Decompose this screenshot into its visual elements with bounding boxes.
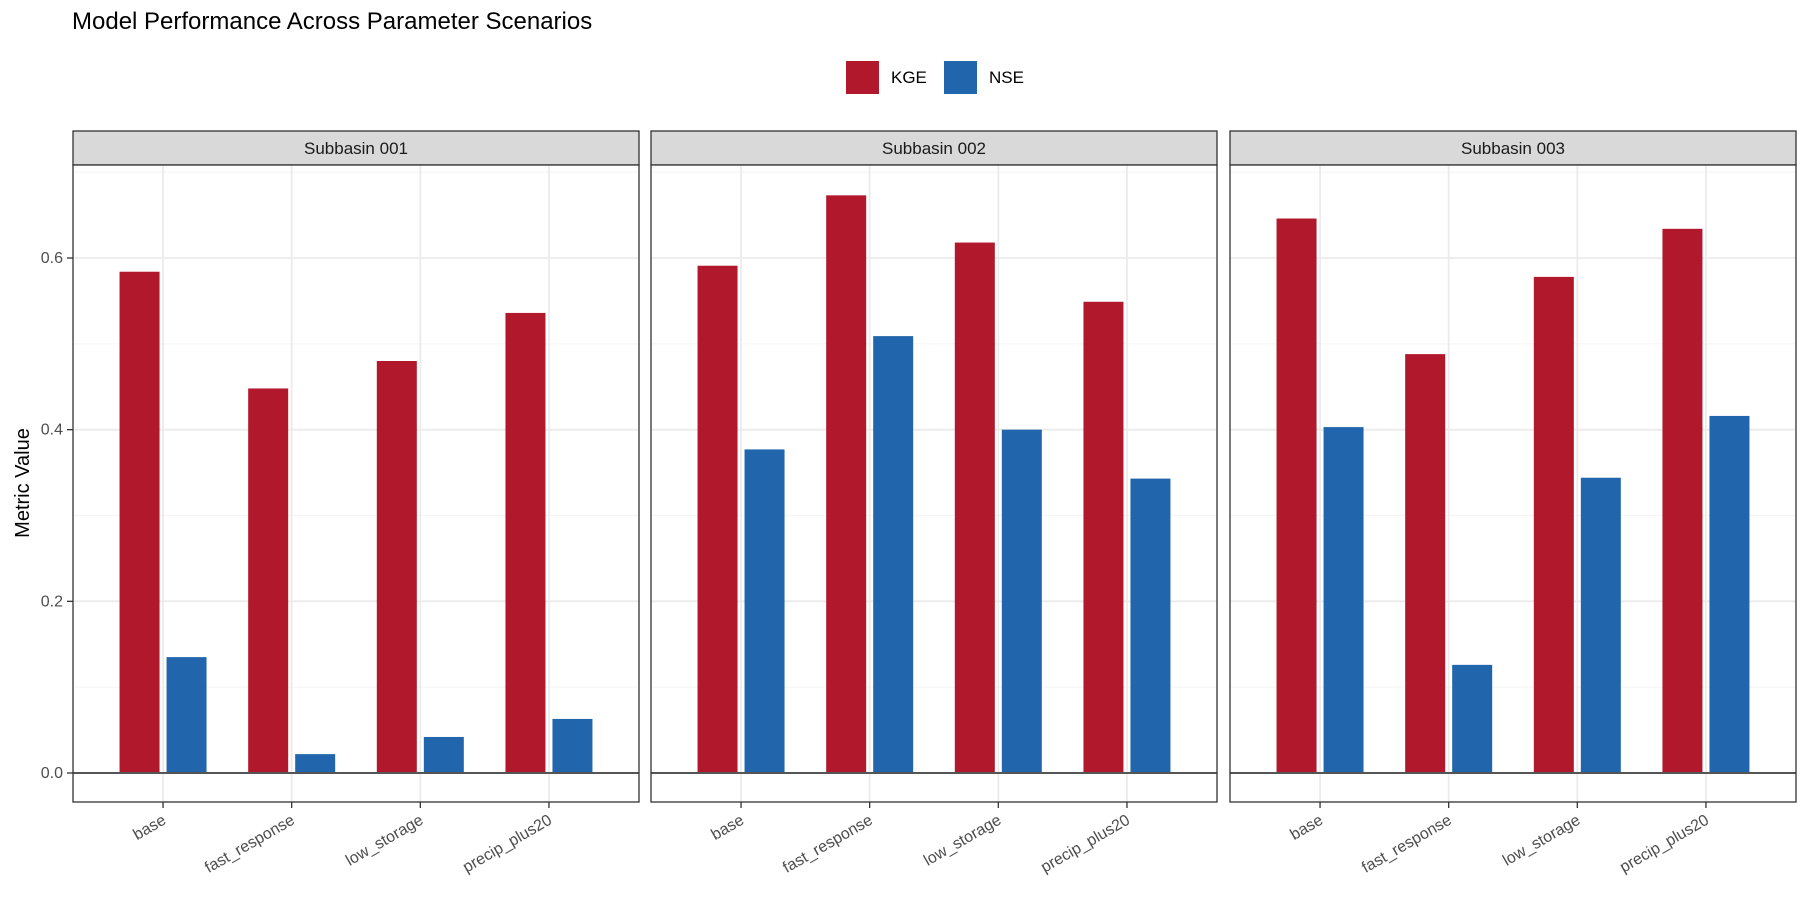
facet-strip	[650, 130, 1218, 166]
x-tick-label-precip-plus20: precip_plus20	[460, 812, 555, 877]
facet-strip-label: Subbasin 001	[304, 139, 408, 158]
bar-kge-precip-plus20	[505, 312, 546, 773]
bar-nse-fast-response	[295, 754, 336, 773]
panel-subbasin-002: Subbasin 002 base fast_response low_storage…	[650, 130, 1218, 877]
x-tick-label-low-storage: low_storage	[1500, 812, 1583, 870]
chart-title: Model Performance Across Parameter Scena…	[72, 8, 592, 35]
bar-kge-fast-response	[826, 195, 867, 773]
panel-subbasin-003: Subbasin 003 base fast_response low_storage…	[1229, 130, 1797, 877]
x-tick-label-precip-plus20: precip_plus20	[1617, 812, 1712, 877]
panel-border	[650, 164, 1218, 803]
y-tick-label: 0.2	[41, 593, 63, 610]
legend: KGE NSE	[846, 61, 1024, 94]
panel-border	[72, 164, 640, 803]
bar-kge-base	[697, 265, 738, 773]
bar-nse-low-storage	[1580, 477, 1621, 773]
legend-label-nse: NSE	[989, 68, 1024, 87]
y-tick-label: 0.6	[41, 250, 63, 267]
bar-nse-base	[166, 657, 207, 773]
legend-item-kge: KGE	[846, 61, 927, 94]
bar-kge-precip-plus20	[1662, 228, 1703, 774]
y-tick-label: 0.0	[41, 765, 63, 782]
legend-item-nse: NSE	[944, 61, 1024, 94]
facet-panels: Subbasin 001 base fast_response low_storage…	[41, 130, 1797, 877]
legend-swatch-nse	[944, 61, 977, 94]
legend-swatch-kge	[846, 61, 879, 94]
bar-nse-base	[1323, 427, 1364, 773]
bar-kge-low-storage	[954, 242, 995, 774]
panel-subbasin-001: Subbasin 001 base fast_response low_storage…	[41, 130, 640, 877]
bar-kge-fast-response	[1405, 354, 1446, 773]
x-tick-label-precip-plus20: precip_plus20	[1038, 812, 1133, 877]
x-tick-label-base: base	[1287, 812, 1326, 844]
facet-strip	[72, 130, 640, 166]
bar-nse-fast-response	[1452, 664, 1493, 773]
x-tick-label-fast-response: fast_response	[1359, 812, 1455, 877]
bar-nse-low-storage	[1001, 429, 1042, 773]
bar-nse-precip-plus20	[552, 718, 593, 773]
x-tick-label-base: base	[130, 812, 169, 844]
bar-nse-precip-plus20	[1709, 415, 1750, 773]
bar-kge-low-storage	[376, 361, 417, 773]
x-tick-label-base: base	[708, 812, 747, 844]
bar-kge-precip-plus20	[1083, 301, 1124, 773]
facet-strip	[1229, 130, 1797, 166]
bar-kge-fast-response	[248, 388, 289, 773]
legend-label-kge: KGE	[891, 68, 927, 87]
x-tick-label-low-storage: low_storage	[343, 812, 426, 870]
x-tick-label-low-storage: low_storage	[921, 812, 1004, 870]
x-tick-label-fast-response: fast_response	[202, 812, 298, 877]
bar-nse-precip-plus20	[1130, 478, 1171, 773]
x-tick-label-fast-response: fast_response	[780, 812, 876, 877]
bar-nse-low-storage	[423, 736, 464, 773]
facet-strip-label: Subbasin 002	[882, 139, 986, 158]
bar-kge-base	[119, 271, 160, 773]
facet-strip-label: Subbasin 003	[1461, 139, 1565, 158]
y-tick-label: 0.4	[41, 422, 63, 439]
bar-nse-fast-response	[873, 336, 914, 773]
bar-kge-low-storage	[1533, 276, 1574, 773]
bar-kge-base	[1276, 218, 1317, 773]
y-axis-label: Metric Value	[12, 428, 34, 538]
bar-nse-base	[744, 449, 785, 773]
panel-border	[1229, 164, 1797, 803]
